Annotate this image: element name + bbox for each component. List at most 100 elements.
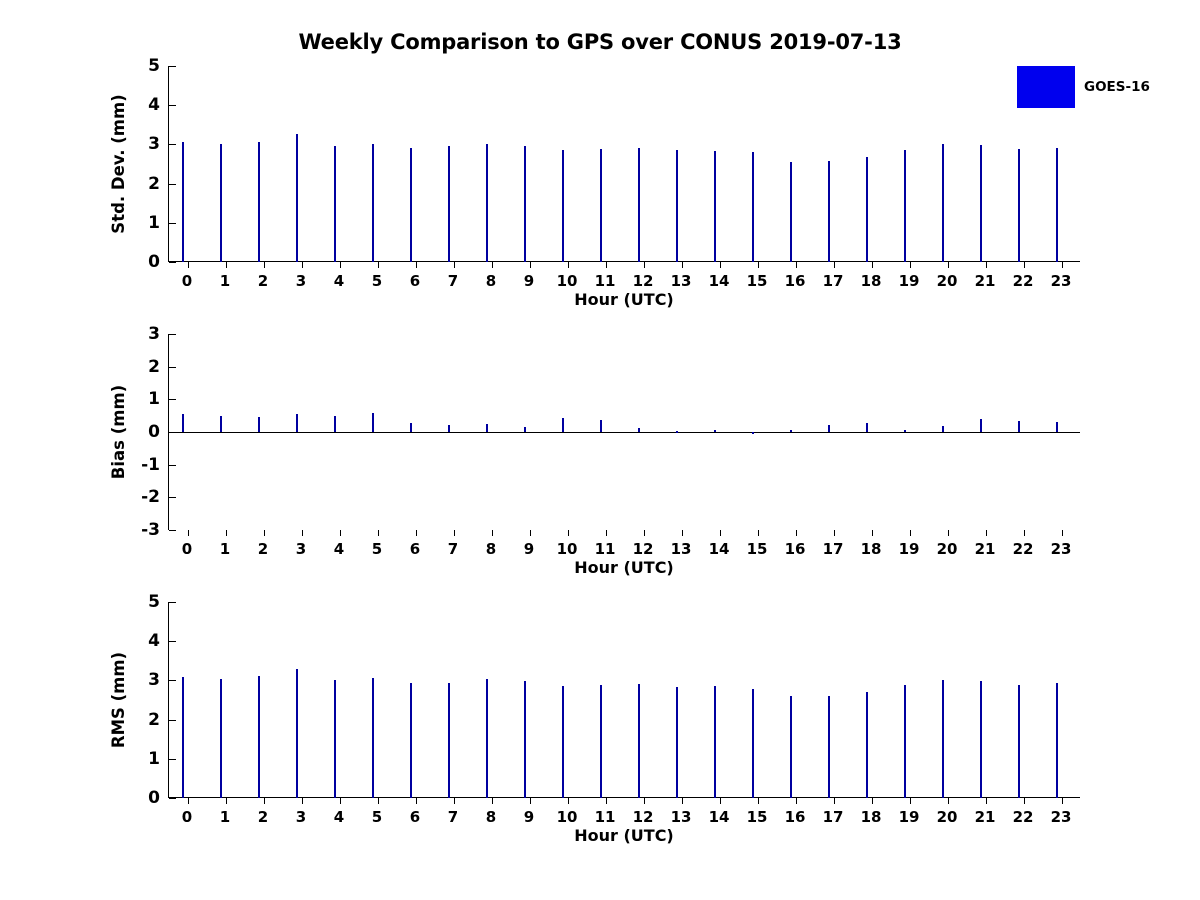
chart-panel-bias: Bias (mm) Hour (UTC) -3 -2 -1 0 1 2 3 0 1 2 3 4 5 6 7 8… xyxy=(0,326,1200,577)
bar xyxy=(485,143,488,262)
bar xyxy=(751,432,754,434)
bar xyxy=(599,419,602,432)
x-tick-mark xyxy=(606,262,607,268)
x-tick-label: 12 xyxy=(632,272,654,290)
bar xyxy=(941,680,944,798)
x-tick-mark xyxy=(720,262,721,268)
x-tick-mark xyxy=(644,798,645,804)
bar xyxy=(219,679,222,798)
x-tick-mark xyxy=(796,798,797,804)
x-tick-mark xyxy=(872,530,873,536)
x-tick-mark xyxy=(302,798,303,804)
x-tick-mark xyxy=(910,262,911,268)
y-tick-mark xyxy=(169,183,176,185)
x-tick-label: 8 xyxy=(485,808,497,826)
x-tick-label: 12 xyxy=(632,808,654,826)
x-tick-mark xyxy=(986,798,987,804)
x-tick-label: 23 xyxy=(1050,540,1072,558)
x-tick-label: 18 xyxy=(860,540,882,558)
bar xyxy=(903,429,906,432)
bar xyxy=(371,413,374,432)
x-tick-label: 9 xyxy=(523,808,535,826)
x-tick-mark xyxy=(568,262,569,268)
x-tick-mark xyxy=(644,530,645,536)
y-tick-mark xyxy=(169,680,176,682)
x-tick-label: 8 xyxy=(485,272,497,290)
x-tick-label: 4 xyxy=(333,808,345,826)
bar xyxy=(409,147,412,262)
bar xyxy=(371,677,374,798)
x-tick-mark xyxy=(834,262,835,268)
bar xyxy=(713,150,716,262)
x-tick-mark xyxy=(682,262,683,268)
x-tick-label: 11 xyxy=(594,272,616,290)
bar xyxy=(865,156,868,262)
x-tick-label: 5 xyxy=(371,808,383,826)
x-tick-label: 21 xyxy=(974,808,996,826)
x-tick-mark xyxy=(530,530,531,536)
x-tick-label: 11 xyxy=(594,540,616,558)
x-tick-label: 1 xyxy=(219,540,231,558)
x-tick-label: 10 xyxy=(556,808,578,826)
x-tick-mark xyxy=(682,798,683,804)
y-tick-mark xyxy=(169,641,176,643)
x-tick-mark xyxy=(454,262,455,268)
x-tick-label: 4 xyxy=(333,272,345,290)
x-axis-label-bias: Hour (UTC) xyxy=(574,558,674,577)
x-tick-label: 11 xyxy=(594,808,616,826)
x-tick-mark xyxy=(264,798,265,804)
x-tick-label: 21 xyxy=(974,272,996,290)
y-tick-mark xyxy=(169,497,176,499)
x-tick-label: 6 xyxy=(409,808,421,826)
x-tick-mark xyxy=(378,262,379,268)
x-tick-label: 9 xyxy=(523,540,535,558)
x-tick-mark xyxy=(454,798,455,804)
x-tick-label: 0 xyxy=(181,808,193,826)
y-tick-label: 4 xyxy=(148,95,160,116)
bar xyxy=(485,423,488,432)
x-tick-label: 18 xyxy=(860,808,882,826)
y-tick-label: 2 xyxy=(148,173,160,194)
x-axis-label-std-dev: Hour (UTC) xyxy=(574,290,674,309)
y-tick-mark xyxy=(169,758,176,760)
x-tick-label: 22 xyxy=(1012,540,1034,558)
x-tick-mark xyxy=(682,530,683,536)
bar xyxy=(599,149,602,262)
bar xyxy=(903,685,906,798)
bar xyxy=(561,685,564,798)
x-tick-label: 3 xyxy=(295,272,307,290)
x-tick-label: 2 xyxy=(257,540,269,558)
y-tick-mark xyxy=(169,798,176,799)
x-tick-label: 19 xyxy=(898,808,920,826)
bar xyxy=(371,143,374,262)
bar xyxy=(637,428,640,432)
x-tick-mark xyxy=(606,798,607,804)
bar xyxy=(447,683,450,798)
x-tick-mark xyxy=(264,262,265,268)
x-tick-mark xyxy=(340,262,341,268)
bar xyxy=(751,152,754,262)
x-tick-mark xyxy=(264,530,265,536)
bar xyxy=(865,423,868,432)
x-tick-label: 6 xyxy=(409,272,421,290)
bar xyxy=(257,417,260,432)
bar xyxy=(979,418,982,432)
x-tick-mark xyxy=(834,798,835,804)
x-tick-mark xyxy=(416,798,417,804)
x-tick-mark xyxy=(948,262,949,268)
x-tick-label: 10 xyxy=(556,272,578,290)
x-tick-mark xyxy=(986,262,987,268)
x-tick-mark xyxy=(302,262,303,268)
bar xyxy=(1055,147,1058,262)
bar xyxy=(903,149,906,262)
bar xyxy=(219,415,222,432)
plot-area-rms xyxy=(168,602,1080,804)
x-tick-mark xyxy=(910,798,911,804)
x-tick-label: 20 xyxy=(936,540,958,558)
bar xyxy=(1017,149,1020,262)
bar xyxy=(181,413,184,432)
y-tick-mark xyxy=(169,366,176,368)
x-tick-mark xyxy=(1062,262,1063,268)
x-tick-mark xyxy=(606,530,607,536)
